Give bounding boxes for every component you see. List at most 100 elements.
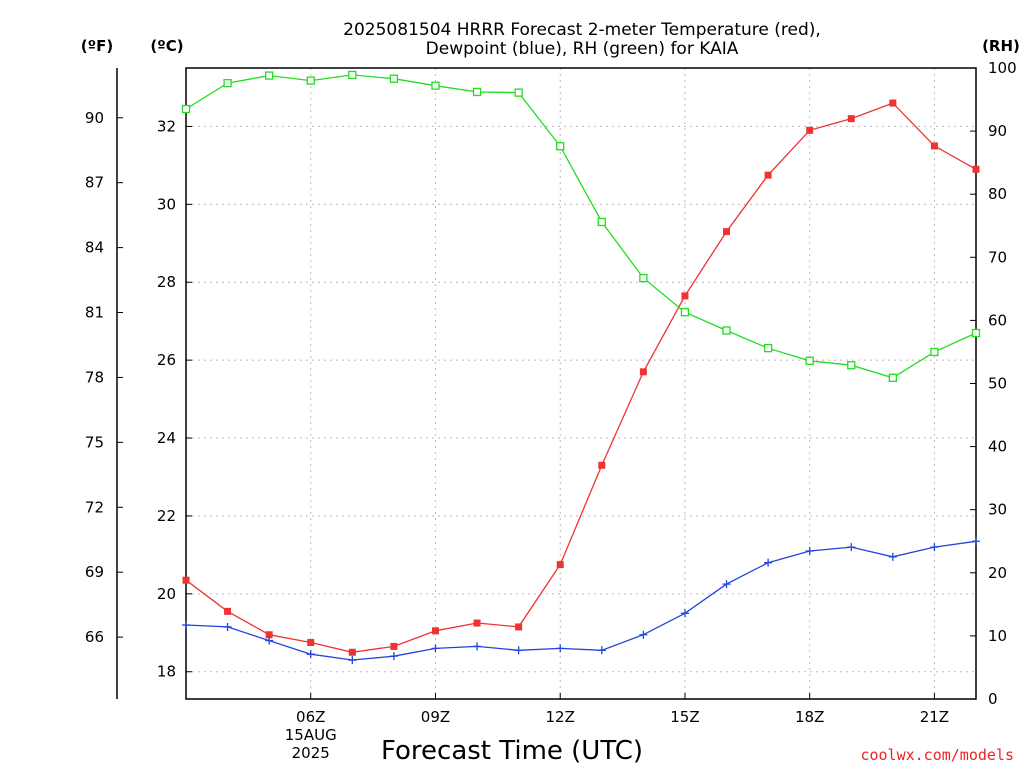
rh-point	[514, 88, 523, 97]
fahrenheit-tick-label: 90	[85, 109, 104, 127]
fahrenheit-unit-label: (ºF)	[81, 37, 113, 55]
dewpoint-point	[556, 644, 565, 653]
rh-point	[971, 328, 981, 338]
rh-point	[847, 361, 856, 370]
rh-point	[930, 347, 939, 357]
dewpoint-point	[265, 636, 274, 645]
celsius-tick-label: 32	[157, 117, 176, 135]
celsius-unit-label: (ºC)	[150, 37, 183, 55]
dewpoint-point	[597, 646, 606, 655]
dewpoint-point	[223, 622, 232, 631]
rh-point	[639, 273, 648, 283]
rh-tick-label: 10	[988, 627, 1007, 645]
x-tick-label: 09Z	[421, 708, 450, 726]
rh-point	[431, 81, 440, 90]
temperature-point	[556, 561, 564, 569]
temperature-point	[972, 165, 980, 173]
celsius-tick-label: 22	[157, 507, 176, 525]
x-tick-label: 21Z	[920, 708, 949, 726]
dewpoint-point	[972, 537, 980, 546]
dewpoint-point	[930, 543, 939, 552]
temperature-point	[182, 576, 190, 584]
celsius-tick-label: 18	[157, 663, 176, 681]
rh-tick-label: 20	[988, 564, 1007, 582]
rh-point	[181, 104, 191, 114]
temperature-point	[847, 115, 855, 123]
temperature-point	[764, 171, 772, 179]
rh-unit-label: (RH)	[982, 37, 1020, 55]
chart-title-line-2: Dewpoint (blue), RH (green) for KAIA	[426, 39, 739, 59]
dewpoint-point	[348, 656, 357, 665]
temperature-point	[598, 461, 606, 469]
temperature-point	[473, 619, 481, 627]
chart-title-line-1: 2025081504 HRRR Forecast 2-meter Tempera…	[343, 20, 821, 40]
rh-point	[888, 373, 897, 382]
dewpoint-point	[431, 644, 440, 653]
rh-tick-label: 40	[988, 438, 1007, 456]
temperature-point	[515, 623, 523, 631]
rh-point	[597, 217, 606, 227]
x-tick-label: 15Z	[670, 708, 699, 726]
fahrenheit-tick-label: 69	[85, 563, 104, 581]
dewpoint-point	[888, 552, 897, 561]
rh-tick-label: 100	[988, 59, 1017, 77]
fahrenheit-tick-label: 72	[85, 498, 104, 516]
temperature-point	[224, 607, 232, 615]
rh-point	[265, 71, 274, 80]
fahrenheit-tick-label: 81	[85, 304, 104, 322]
rh-tick-label: 30	[988, 501, 1007, 519]
x-tick-label: 15AUG	[285, 726, 337, 744]
celsius-tick-label: 28	[157, 273, 176, 291]
series-layer	[181, 70, 981, 665]
rh-point	[556, 142, 565, 151]
dewpoint-point	[639, 630, 648, 639]
fahrenheit-tick-label: 84	[85, 239, 104, 257]
temperature-line	[185, 102, 977, 653]
dewpoint-point	[722, 580, 731, 589]
dewpoint-point	[182, 620, 190, 629]
rh-point	[389, 74, 399, 83]
celsius-tick-label: 30	[157, 195, 176, 213]
temperature-point	[930, 142, 938, 150]
rh-tick-label: 80	[988, 185, 1007, 203]
temperature-point	[681, 292, 689, 300]
fahrenheit-tick-label: 66	[85, 628, 104, 646]
rh-point	[680, 308, 690, 317]
temperature-point	[431, 627, 439, 635]
celsius-tick-label: 24	[157, 429, 176, 447]
temperature-point	[348, 648, 356, 656]
x-tick-label: 12Z	[546, 708, 575, 726]
dewpoint-point	[473, 642, 482, 651]
rh-point	[722, 326, 731, 335]
grid-lines	[186, 68, 976, 699]
dewpoint-point	[306, 650, 315, 659]
rh-point	[306, 76, 315, 85]
celsius-tick-label: 20	[157, 585, 176, 603]
rh-tick-label: 70	[988, 248, 1007, 266]
rh-point	[763, 344, 773, 353]
x-tick-label: 18Z	[795, 708, 824, 726]
fahrenheit-tick-label: 75	[85, 433, 104, 451]
x-tick-label: 06Z	[296, 708, 325, 726]
dewpoint-line	[185, 540, 977, 661]
dewpoint-point	[680, 609, 689, 618]
temperature-point	[390, 642, 398, 650]
celsius-tick-label: 26	[157, 351, 176, 369]
dewpoint-point	[389, 652, 398, 661]
temperature-point	[806, 126, 814, 134]
plot-frame	[185, 67, 977, 700]
x-axis-title: Forecast Time (UTC)	[381, 736, 643, 766]
dewpoint-point	[805, 546, 814, 555]
rh-point	[348, 70, 357, 80]
rh-tick-label: 60	[988, 311, 1007, 329]
rh-tick-label: 50	[988, 375, 1007, 393]
rh-point	[223, 78, 232, 88]
temperature-point	[889, 99, 897, 107]
rh-point	[805, 356, 814, 365]
rh-tick-label: 90	[988, 122, 1007, 140]
rh-tick-label: 0	[988, 690, 998, 708]
rh-point	[472, 87, 482, 97]
rh-line	[185, 74, 977, 379]
